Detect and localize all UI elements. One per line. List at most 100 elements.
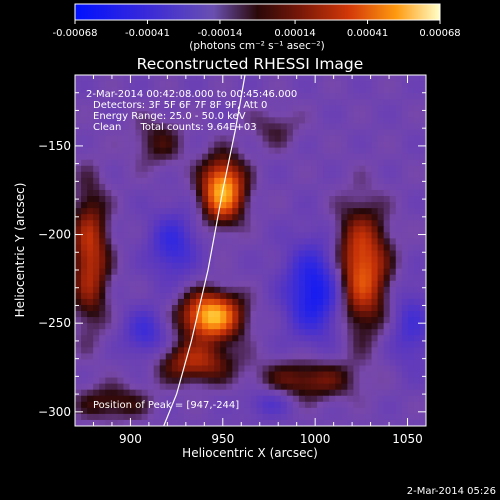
heatmap-cell [123, 226, 131, 233]
heatmap-cell [153, 220, 161, 227]
heatmap-cell [196, 171, 203, 179]
heatmap-cell [286, 111, 294, 118]
heatmap-cell [341, 141, 348, 149]
heatmap-cell [395, 147, 403, 155]
heatmap-cell [419, 347, 426, 354]
heatmap-cell [147, 244, 155, 252]
heatmap-cell [250, 171, 258, 179]
heatmap-cell [256, 353, 264, 361]
heatmap-cell [292, 329, 300, 336]
heatmap-cell [298, 280, 306, 288]
heatmap-cell [292, 123, 300, 131]
heatmap-cell [159, 371, 167, 379]
heatmap-cell [250, 413, 258, 421]
heatmap-cell [407, 280, 415, 288]
heatmap-cell [383, 129, 391, 137]
heatmap-cell [171, 123, 179, 131]
heatmap-cell [371, 286, 379, 294]
heatmap-cell [99, 87, 106, 94]
heatmap-cell [226, 177, 233, 185]
heatmap-cell [274, 280, 282, 288]
heatmap-cell [280, 347, 288, 354]
heatmap-cell [99, 353, 106, 361]
heatmap-cell [214, 323, 221, 330]
heatmap-cell [220, 177, 227, 185]
heatmap-cell [329, 329, 336, 336]
heatmap-cell [365, 117, 373, 125]
heatmap-cell [75, 292, 82, 300]
heatmap-cell [256, 244, 264, 252]
heatmap-cell [419, 359, 426, 367]
heatmap-cell [214, 274, 221, 282]
heatmap-cell [286, 377, 294, 385]
annotation-energy-range: Energy Range: 25.0 - 50.0 keV [93, 111, 246, 122]
heatmap-cell [141, 165, 149, 173]
heatmap-cell [81, 298, 88, 306]
heatmap-cell [256, 171, 264, 179]
heatmap-cell [93, 159, 100, 167]
heatmap-cell [117, 323, 125, 330]
heatmap-cell [419, 147, 426, 155]
heatmap-cell [298, 226, 306, 233]
heatmap-cell [244, 286, 252, 294]
heatmap-cell [347, 311, 354, 318]
heatmap-cell [220, 311, 227, 318]
heatmap-cell [81, 286, 88, 294]
heatmap-cell [165, 202, 173, 209]
heatmap-cell [353, 171, 361, 179]
heatmap-cell [117, 129, 125, 137]
heatmap-cell [117, 171, 125, 179]
heatmap-cell [244, 341, 252, 348]
heatmap-cell [274, 196, 282, 203]
heatmap-cell [335, 341, 342, 348]
heatmap-cell [335, 214, 342, 221]
heatmap-cell [81, 208, 88, 215]
heatmap-cell [413, 196, 421, 203]
heatmap-cell [335, 377, 342, 385]
heatmap-cell [256, 383, 264, 391]
heatmap-cell [304, 286, 312, 294]
heatmap-cell [274, 232, 282, 239]
heatmap-cell [413, 359, 421, 367]
heatmap-cell [389, 147, 397, 155]
heatmap-cell [292, 105, 300, 112]
heatmap-cell [111, 87, 118, 94]
heatmap-cell [117, 232, 125, 239]
heatmap-cell [183, 274, 191, 282]
heatmap-cell [286, 262, 294, 270]
heatmap-cell [129, 147, 137, 155]
heatmap-cell [111, 99, 118, 106]
heatmap-cell [395, 153, 403, 161]
heatmap-cell [389, 153, 397, 161]
heatmap-cell [377, 274, 385, 282]
heatmap-cell [401, 177, 409, 185]
heatmap-cell [401, 183, 409, 191]
heatmap-cell [208, 177, 215, 185]
heatmap-cell [165, 323, 173, 330]
heatmap-cell [75, 347, 82, 354]
heatmap-cell [311, 141, 318, 149]
heatmap-cell [165, 383, 173, 391]
heatmap-cell [159, 250, 167, 258]
heatmap-cell [183, 268, 191, 276]
heatmap-cell [317, 87, 324, 94]
heatmap-cell [99, 419, 106, 426]
heatmap-cell [401, 274, 409, 282]
heatmap-cell [81, 226, 88, 233]
heatmap-cell [389, 383, 397, 391]
heatmap-cell [413, 419, 421, 426]
heatmap-cell [311, 183, 318, 191]
heatmap-cell [159, 413, 167, 421]
heatmap-cell [226, 377, 233, 385]
heatmap-cell [371, 135, 379, 143]
heatmap-cell [286, 250, 294, 258]
heatmap-cell [129, 407, 137, 415]
heatmap-cell [196, 323, 203, 330]
heatmap-cell [135, 304, 143, 312]
heatmap-cell [171, 99, 179, 106]
heatmap-cell [202, 407, 209, 415]
heatmap-cell [220, 353, 227, 361]
heatmap-cell [286, 371, 294, 379]
heatmap-cell [359, 117, 367, 125]
heatmap-cell [371, 304, 379, 312]
